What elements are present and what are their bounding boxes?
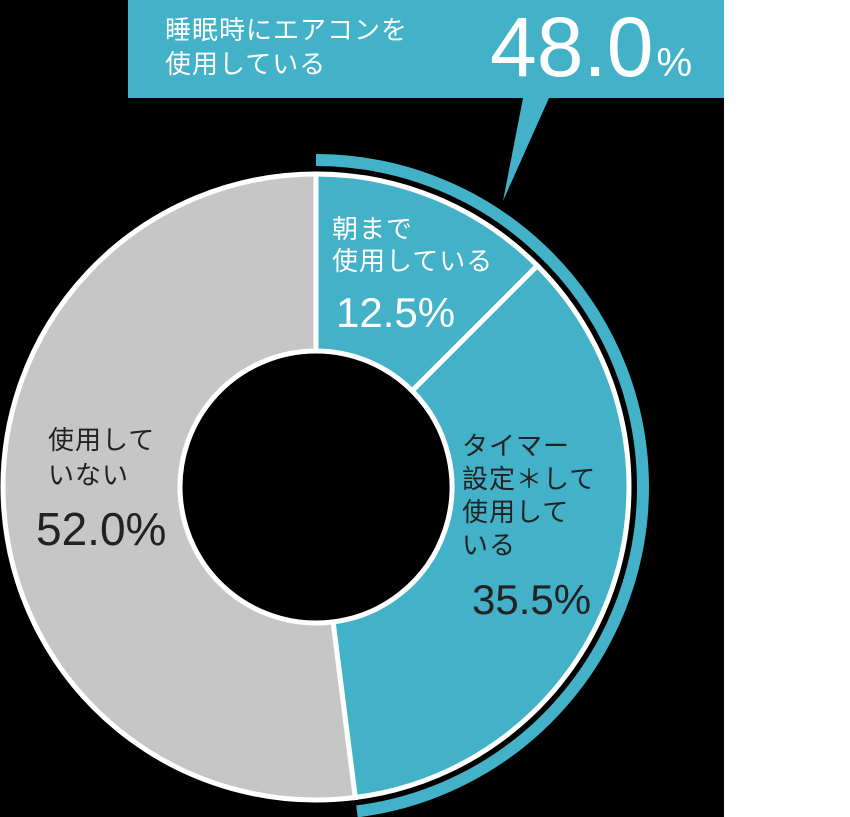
callout-label-line2: 使用している [165, 49, 327, 79]
callout-value: 48.0 % [490, 0, 692, 94]
donut-segment [330, 262, 632, 801]
segment-label-line: いる [462, 530, 517, 560]
callout-pointer [503, 98, 549, 201]
segment-label-line: 使用している [332, 246, 494, 276]
segment-label-line: 設定＊して [462, 464, 597, 494]
callout-label-line1: 睡眠時にエアコンを [165, 15, 409, 45]
segment-label-line: 使用して [48, 425, 156, 455]
segment-label-asamade: 朝まで 使用している [332, 213, 493, 277]
segment-label-line: タイマー [462, 431, 571, 461]
segment-label-timer: タイマー 設定＊して 使用して いる [462, 430, 596, 562]
donut-segment [0, 171, 359, 803]
segment-value-not-using: 52.0% [36, 503, 167, 555]
segment-value-asamade: 12.5% [336, 289, 456, 336]
segment-label-line: 使用して [462, 497, 570, 527]
segment-label-line: 朝まで [332, 214, 414, 244]
callout-label: 睡眠時にエアコンを 使用している [165, 13, 408, 81]
segment-value-timer: 35.5% [472, 576, 592, 623]
callout-box: 睡眠時にエアコンを 使用している 48.0 % [128, 0, 724, 98]
chart-panel: 朝まで 使用している 12.5% タイマー 設定＊して 使用して いる 35.5… [0, 0, 724, 817]
callout-value-number: 48.0 [490, 0, 654, 94]
donut-chart [0, 98, 649, 817]
donut-segment [313, 171, 541, 395]
segment-label-line: いない [48, 460, 130, 490]
callout-value-unit: % [656, 41, 693, 85]
segment-label-not-using: 使用して いない [48, 423, 155, 493]
highlight-arc [315, 154, 649, 817]
